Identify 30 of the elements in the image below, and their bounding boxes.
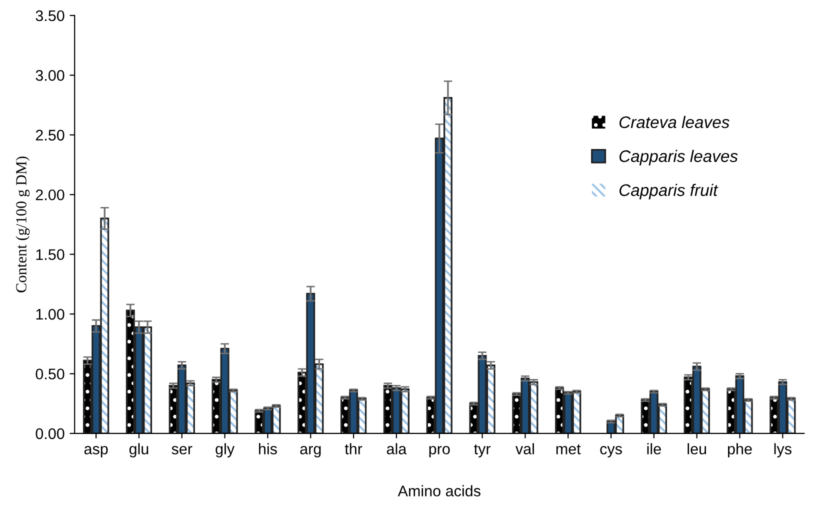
- y-tick-label: 2.00: [36, 189, 64, 200]
- x-tick-label: ser: [172, 446, 192, 454]
- x-axis-title: Amino acids: [398, 485, 480, 496]
- x-tick-label: leu: [688, 443, 706, 454]
- y-tick-label: 1.50: [36, 249, 64, 260]
- x-tick-label: his: [259, 443, 277, 454]
- y-tick-label: 3.50: [36, 10, 64, 22]
- y-tick-label: 3.00: [36, 70, 64, 81]
- legend-label: Capparis leaves: [619, 150, 738, 166]
- y-tick-label: 1.00: [36, 308, 64, 320]
- y-tick-label: 0.00: [36, 428, 64, 440]
- x-tick-label: pro: [429, 446, 450, 458]
- x-tick-label: asp: [84, 446, 108, 458]
- legend-label: Capparis fruit: [619, 184, 718, 200]
- legend-label: Crateva leaves: [619, 116, 730, 128]
- x-tick-label: ile: [647, 443, 661, 454]
- y-tick-label: 0.50: [36, 368, 64, 380]
- x-tick-label: val: [515, 443, 534, 454]
- x-tick-label: lys: [774, 443, 792, 458]
- x-tick-label: ala: [386, 443, 407, 454]
- x-tick-label: glu: [129, 443, 148, 458]
- x-tick-label: arg: [300, 446, 321, 458]
- x-tick-label: thr: [344, 443, 362, 454]
- y-tick-label: 2.50: [36, 130, 64, 141]
- x-tick-label: tyr: [474, 444, 491, 458]
- x-tick-label: cys: [600, 446, 622, 458]
- x-tick-label: met: [556, 444, 581, 454]
- x-tick-label: gly: [216, 443, 235, 458]
- y-axis-title: Content (g/100 g DM): [16, 156, 30, 292]
- x-tick-label: phe: [728, 443, 752, 458]
